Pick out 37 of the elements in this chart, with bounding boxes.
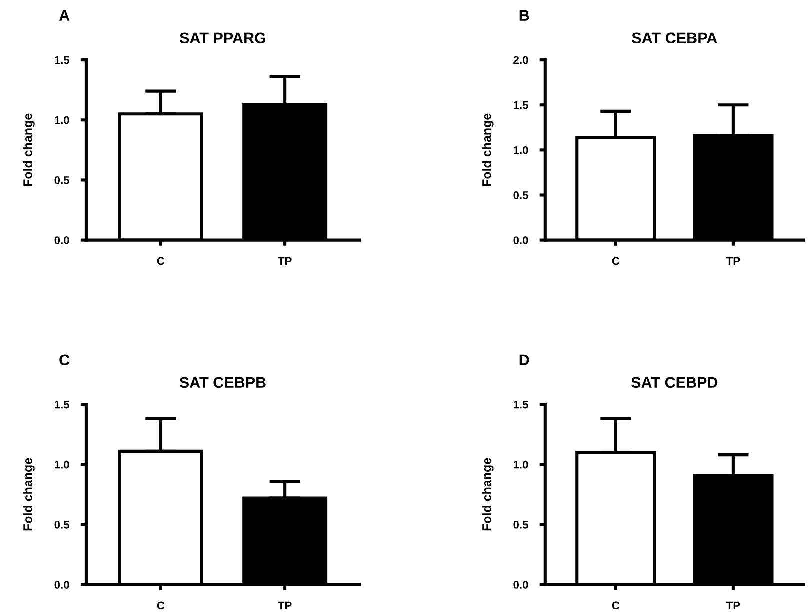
y-tick-label: 1.0 [55,460,70,469]
y-tick-label: 0.5 [514,192,528,200]
y-tick-label: 1.5 [55,56,70,64]
y-tick-label: 1.5 [514,400,528,409]
x-tick-label: TP [278,257,292,266]
y-tick-label: 0.0 [514,581,528,589]
y-tick-label: 0.5 [54,520,70,529]
y-tick-label: 1.0 [514,460,528,469]
x-tick-label: C [157,257,165,266]
chart-title: SAT CEBPD [632,377,718,388]
x-tick-label: C [612,257,620,266]
y-tick-label: 1.0 [55,116,70,124]
y-tick-label: 2.0 [514,56,528,64]
chart-title: SAT CEBPB [180,377,266,388]
y-tick-label: 0.5 [54,176,70,184]
y-axis-title: Fold change [482,114,494,186]
y-axis-title: Fold change [23,114,35,186]
y-tick-label: 1.5 [514,102,528,110]
x-tick-label: C [157,602,165,610]
y-axis-title: Fold change [23,458,35,531]
text: D [520,354,530,366]
y-tick-label: 0.5 [514,520,528,529]
y-tick-label: 1.5 [55,400,70,409]
x-tick-label: TP [278,602,292,610]
x-tick-label: C [612,602,620,610]
chart-title: SAT CEBPA [632,32,718,44]
x-tick-label: TP [726,602,740,610]
y-tick-label: 0.0 [514,236,528,244]
y-axis-title: Fold change [482,458,494,531]
x-tick-label: TP [726,257,740,266]
chart-title: SAT PPARG [180,32,266,44]
y-tick-label: 1.0 [514,146,528,154]
text: C [60,354,70,366]
y-tick-label: 0.0 [54,581,70,589]
y-tick-label: 0.0 [54,236,70,244]
text: A [59,10,70,21]
text: B [520,10,530,21]
